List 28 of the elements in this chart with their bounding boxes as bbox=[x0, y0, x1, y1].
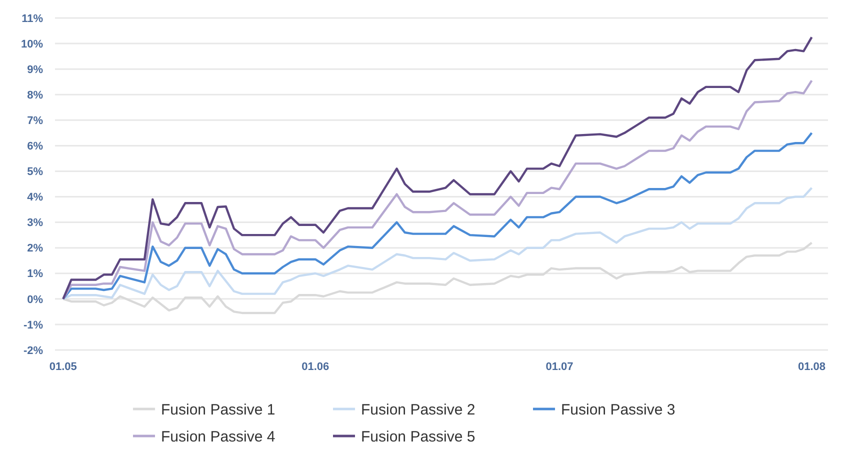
legend-label: Fusion Passive 1 bbox=[161, 401, 276, 418]
x-tick-label: 01.07 bbox=[546, 361, 574, 373]
y-tick-label: 2% bbox=[27, 242, 44, 255]
y-tick-label: 10% bbox=[20, 38, 44, 50]
y-tick-label: 1% bbox=[27, 268, 44, 280]
line-series bbox=[62, 242, 813, 314]
legend-label: Fusion Passive 4 bbox=[161, 428, 276, 446]
x-tick-label: 01.06 bbox=[302, 361, 330, 373]
legend-label: Fusion Passive 5 bbox=[361, 428, 476, 446]
y-tick-label: 4% bbox=[27, 192, 44, 204]
line-series bbox=[62, 79, 813, 300]
y-tick-label: 5% bbox=[27, 166, 44, 178]
y-tick-label: -1% bbox=[23, 319, 44, 332]
x-tick-label: 01.05 bbox=[49, 361, 77, 373]
line-series bbox=[62, 36, 813, 300]
line-series bbox=[62, 132, 813, 300]
legend-label: Fusion Passive 2 bbox=[361, 401, 476, 418]
y-tick-label: 6% bbox=[27, 140, 44, 153]
legend-label: Fusion Passive 3 bbox=[561, 401, 676, 418]
y-tick-label: 11% bbox=[22, 12, 44, 25]
x-tick-label: 01.08 bbox=[798, 361, 826, 373]
y-tick-label: 0% bbox=[27, 294, 44, 306]
y-tick-label: 8% bbox=[27, 89, 44, 102]
y-tick-label: 7% bbox=[27, 115, 44, 128]
y-tick-label: 9% bbox=[27, 64, 44, 76]
y-tick-label: 3% bbox=[27, 217, 44, 230]
line-series bbox=[62, 186, 813, 300]
y-tick-label: -2% bbox=[23, 344, 44, 357]
